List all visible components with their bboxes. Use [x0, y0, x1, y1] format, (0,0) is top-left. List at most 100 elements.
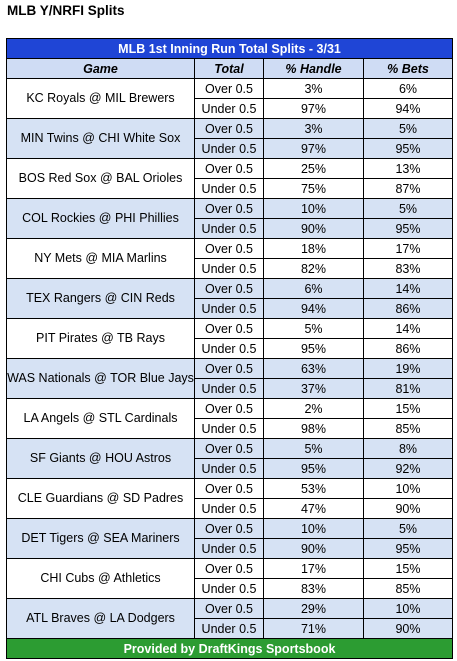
game-cell: ATL Braves @ LA Dodgers	[6, 598, 195, 639]
bets-cell: 90%	[362, 618, 454, 639]
column-header-handle: % Handle	[263, 58, 364, 79]
game-cell: PIT Pirates @ TB Rays	[6, 318, 195, 359]
total-cell: Over 0.5	[194, 118, 264, 139]
table-row: LA Angels @ STL Cardinals Over 0.5 2% 15%	[6, 398, 454, 439]
total-cell: Over 0.5	[194, 438, 264, 459]
game-cell: DET Tigers @ SEA Mariners	[6, 518, 195, 559]
total-cell: Under 0.5	[194, 218, 264, 239]
game-cell: WAS Nationals @ TOR Blue Jays	[6, 358, 195, 399]
page-title: MLB Y/NRFI Splits	[7, 3, 125, 18]
game-cell: CHI Cubs @ Athletics	[6, 558, 195, 599]
handle-cell: 18%	[263, 238, 364, 259]
handle-cell: 83%	[263, 578, 364, 599]
handle-cell: 3%	[263, 78, 364, 99]
table-row: TEX Rangers @ CIN Reds Over 0.5 6% 14%	[6, 278, 454, 319]
handle-cell: 95%	[263, 338, 364, 359]
splits-table: MLB 1st Inning Run Total Splits - 3/31 G…	[5, 38, 454, 659]
column-header-bets: % Bets	[362, 58, 454, 79]
handle-cell: 94%	[263, 298, 364, 319]
total-cell: Over 0.5	[194, 398, 264, 419]
game-cell: COL Rockies @ PHI Phillies	[6, 198, 195, 239]
handle-cell: 82%	[263, 258, 364, 279]
handle-cell: 47%	[263, 498, 364, 519]
bets-cell: 95%	[362, 538, 454, 559]
table-body: KC Royals @ MIL Brewers Over 0.5 3% 6% Under…	[6, 78, 454, 639]
total-cell: Under 0.5	[194, 98, 264, 119]
table-row: CLE Guardians @ SD Padres Over 0.5 53% 10%	[6, 478, 454, 519]
total-cell: Under 0.5	[194, 138, 264, 159]
game-cell: KC Royals @ MIL Brewers	[6, 78, 195, 119]
game-cell: LA Angels @ STL Cardinals	[6, 398, 195, 439]
total-cell: Over 0.5	[194, 318, 264, 339]
handle-cell: 97%	[263, 98, 364, 119]
total-cell: Over 0.5	[194, 518, 264, 539]
bets-cell: 10%	[362, 478, 454, 499]
handle-cell: 5%	[263, 318, 364, 339]
total-cell: Under 0.5	[194, 538, 264, 559]
table-row: COL Rockies @ PHI Phillies Over 0.5 10% 5%	[6, 198, 454, 239]
handle-cell: 25%	[263, 158, 364, 179]
handle-cell: 6%	[263, 278, 364, 299]
game-cell: NY Mets @ MIA Marlins	[6, 238, 195, 279]
total-cell: Under 0.5	[194, 498, 264, 519]
total-cell: Under 0.5	[194, 578, 264, 599]
bets-cell: 8%	[362, 438, 454, 459]
table-row: ATL Braves @ LA Dodgers Over 0.5 29% 10%	[6, 598, 454, 639]
total-cell: Under 0.5	[194, 178, 264, 199]
table-row: Under 0.5 94% 86%	[7, 298, 454, 319]
bets-cell: 95%	[362, 218, 454, 239]
bets-cell: 15%	[362, 558, 454, 579]
bets-cell: 81%	[362, 378, 454, 399]
table-row: BOS Red Sox @ BAL Orioles Over 0.5 25% 13%	[6, 158, 454, 199]
game-cell: BOS Red Sox @ BAL Orioles	[6, 158, 195, 199]
total-cell: Over 0.5	[194, 558, 264, 579]
handle-cell: 53%	[263, 478, 364, 499]
total-cell: Under 0.5	[194, 338, 264, 359]
handle-cell: 10%	[263, 198, 364, 219]
table-banner: MLB 1st Inning Run Total Splits - 3/31	[5, 38, 454, 59]
game-cell: SF Giants @ HOU Astros	[6, 438, 195, 479]
bets-cell: 6%	[362, 78, 454, 99]
total-cell: Under 0.5	[194, 298, 264, 319]
bets-cell: 87%	[362, 178, 454, 199]
handle-cell: 3%	[263, 118, 364, 139]
bets-cell: 86%	[362, 298, 454, 319]
handle-cell: 75%	[263, 178, 364, 199]
table-row: MIN Twins @ CHI White Sox Over 0.5 3% 5%	[6, 118, 454, 159]
total-cell: Under 0.5	[194, 418, 264, 439]
table-row: PIT Pirates @ TB Rays Over 0.5 5% 14%	[6, 318, 454, 359]
bets-cell: 15%	[362, 398, 454, 419]
total-cell: Over 0.5	[194, 158, 264, 179]
table-row: NY Mets @ MIA Marlins Over 0.5 18% 17%	[6, 238, 454, 279]
column-header-total: Total	[194, 58, 264, 79]
total-cell: Over 0.5	[194, 198, 264, 219]
table-row: WAS Nationals @ TOR Blue Jays Over 0.5 63%…	[6, 358, 454, 399]
handle-cell: 29%	[263, 598, 364, 619]
total-cell: Under 0.5	[194, 458, 264, 479]
table-row: KC Royals @ MIL Brewers Over 0.5 3% 6%	[6, 78, 454, 119]
bets-cell: 10%	[362, 598, 454, 619]
bets-cell: 14%	[362, 278, 454, 299]
game-cell: TEX Rangers @ CIN Reds	[6, 278, 195, 319]
handle-cell: 17%	[263, 558, 364, 579]
handle-cell: 63%	[263, 358, 364, 379]
bets-cell: 19%	[362, 358, 454, 379]
column-header-game: Game	[6, 58, 195, 79]
handle-cell: 10%	[263, 518, 364, 539]
bets-cell: 90%	[362, 498, 454, 519]
bets-cell: 14%	[362, 318, 454, 339]
bets-cell: 85%	[362, 418, 454, 439]
handle-cell: 90%	[263, 538, 364, 559]
bets-cell: 17%	[362, 238, 454, 259]
bets-cell: 85%	[362, 578, 454, 599]
handle-cell: 98%	[263, 418, 364, 439]
handle-cell: 37%	[263, 378, 364, 399]
handle-cell: 5%	[263, 438, 364, 459]
game-cell: CLE Guardians @ SD Padres	[6, 478, 195, 519]
table-row: DET Tigers @ SEA Mariners Over 0.5 10% 5%	[6, 518, 454, 559]
total-cell: Under 0.5	[194, 258, 264, 279]
bets-cell: 5%	[362, 118, 454, 139]
handle-cell: 2%	[263, 398, 364, 419]
table-row: Under 0.5 90% 95%	[7, 538, 454, 559]
bets-cell: 5%	[362, 518, 454, 539]
